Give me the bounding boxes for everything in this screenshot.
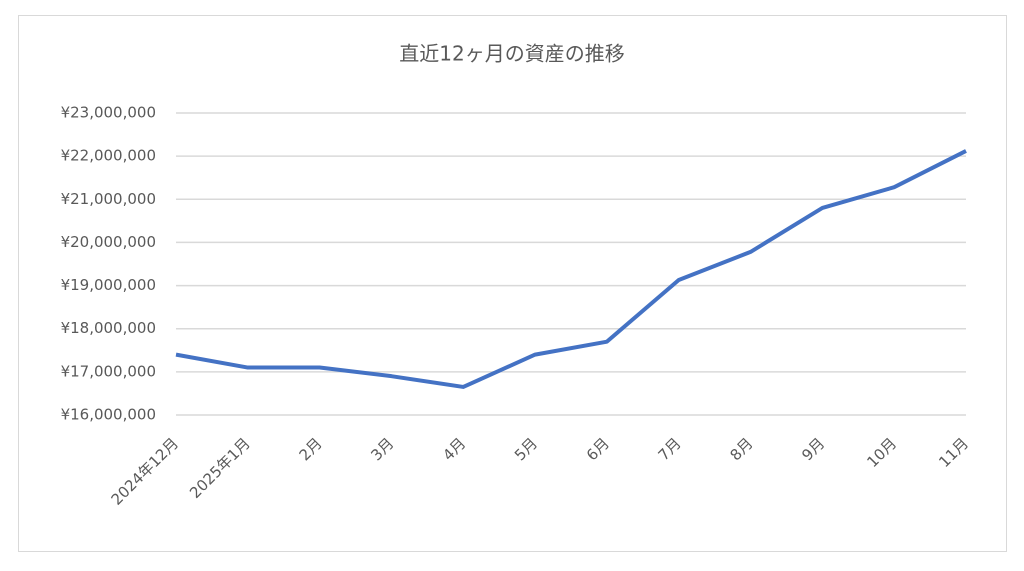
chart-title: 直近12ヶ月の資産の推移 <box>399 42 624 66</box>
y-tick-label: ¥19,000,000 <box>61 276 156 294</box>
chart-frame <box>18 15 1007 552</box>
y-tick-label: ¥23,000,000 <box>61 104 156 122</box>
y-tick-label: ¥20,000,000 <box>61 233 156 251</box>
y-tick-label: ¥22,000,000 <box>61 147 156 165</box>
data-line <box>175 149 967 389</box>
y-tick-label: ¥17,000,000 <box>61 362 156 380</box>
y-tick-label: ¥18,000,000 <box>61 319 156 337</box>
y-tick-label: ¥16,000,000 <box>61 406 156 424</box>
y-tick-label: ¥21,000,000 <box>61 190 156 208</box>
